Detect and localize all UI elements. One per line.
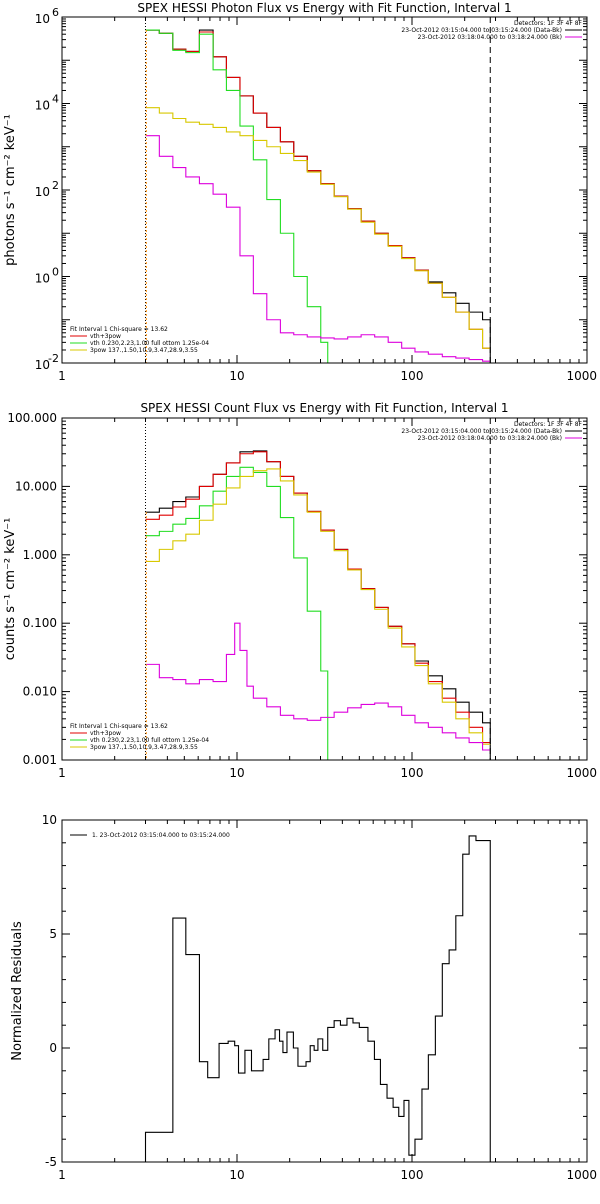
y-axis-label: counts s⁻¹ cm⁻² keV⁻¹ [3,518,18,661]
legend-entry: 23-Oct-2012 03:18:04.000 to 03:18:24.000… [418,435,562,442]
y-axis-label: Normalized Residuals [10,921,25,1061]
legend-entry: 23-Oct-2012 03:15:04.000 to 03:15:24.000… [401,428,562,435]
series-line-magenta [145,135,491,362]
series-line-black [144,835,491,1162]
x-tick-label: 10 [229,1168,244,1182]
y-tick-label: 0.001 [23,753,57,767]
series-line-black [145,450,491,760]
x-tick-label: 10 [229,766,244,780]
x-tick-label: 1000 [566,1168,597,1182]
plot-frame [61,417,588,761]
y-tick-label: 10.000 [15,479,57,493]
y-tick-label: 0.100 [23,616,57,630]
x-tick-label: 10 [229,369,244,383]
series-line-magenta [145,622,491,751]
legend-entry: 3pow 137.,1.50,10.9,3.47,28.9,3.55 [90,744,198,751]
y-tick-exponent: 2 [52,179,59,192]
legend-left: Fit Interval 1 Chi-square = 13.62vth+3po… [70,326,209,354]
legend-entry: 23-Oct-2012 03:15:04.000 to 03:15:24.000… [401,27,562,34]
x-tick-label: 100 [401,369,424,383]
legend-left: Fit Interval 1 Chi-square = 13.62vth+3po… [70,723,209,751]
legend-entry: 23-Oct-2012 03:18:04.000 to 03:18:24.000… [418,34,562,41]
y-tick-exponent: -2 [48,352,59,365]
chart-title: SPEX HESSI Photon Flux vs Energy with Fi… [137,1,511,15]
series-line-green [145,29,329,363]
series-line-red [145,29,491,349]
legend-entry: 3pow 137.,1.50,10.9,3.47,28.9,3.55 [90,347,198,354]
legend-header: Detectors: 1F 3F 4F 8F [514,421,583,428]
y-tick-label: 5 [49,927,57,941]
series-line-green [145,466,329,760]
x-tick-label: 1000 [566,766,597,780]
y-tick-label: 10 [35,99,50,113]
x-tick-label: 100 [401,1168,424,1182]
chart-panel-2: SPEX HESSI Count Flux vs Energy with Fit… [3,401,597,780]
chart-panel-3: 1 10 100 1000 -5 0 5 10 Normalized Residuals 1. 2… [10,813,597,1182]
legend-entry: 1. 23-Oct-2012 03:15:04.000 to 03:15:24.… [92,832,230,839]
y-tick-exponent: 4 [52,93,59,106]
x-tick-label: 1 [58,369,66,383]
x-tick-label: 100 [401,766,424,780]
plot-frame [61,16,588,364]
x-tick-label: 1 [58,1168,66,1182]
y-tick-label: 10 [35,185,50,199]
y-tick-exponent: 0 [52,266,59,279]
y-tick-label: 10 [35,12,50,26]
chart-title: SPEX HESSI Count Flux vs Energy with Fit… [140,401,508,415]
plot-frame [61,819,588,1163]
y-axis-label: photons s⁻¹ cm⁻² keV⁻¹ [3,114,18,266]
legend-entry: vth 0.230,2.23,1.00 full ottom 1.25e-04 [90,737,209,744]
y-tick-label: -5 [45,1155,57,1169]
series-line-yellow [145,468,491,745]
legend-header: Detectors: 1F 3F 4F 8F [514,20,583,27]
legend-entry: vth+3pow [90,730,121,737]
y-tick-label: 10 [35,358,50,372]
series-line-black [145,29,491,363]
legend-header: Fit Interval 1 Chi-square = 13.62 [70,326,168,333]
y-tick-exponent: 6 [52,6,59,19]
y-tick-label: 0 [49,1041,57,1055]
y-tick-label: 1.000 [23,548,57,562]
chart-panel-1: SPEX HESSI Photon Flux vs Energy with Fi… [3,1,597,383]
y-tick-label: 10 [35,272,50,286]
x-tick-label: 1000 [566,369,597,383]
y-tick-label: 10 [42,813,57,827]
legend-left: 1. 23-Oct-2012 03:15:04.000 to 03:15:24.… [70,832,230,839]
legend-header: Fit Interval 1 Chi-square = 13.62 [70,723,168,730]
x-tick-label: 1 [58,766,66,780]
y-tick-label: 100.000 [7,411,57,425]
series-line-red [145,451,491,744]
legend-entry: vth 0.230,2.23,1.00 full ottom 1.25e-04 [90,340,209,347]
series-line-yellow [145,107,491,349]
y-tick-label: 0.010 [23,685,57,699]
legend-entry: vth+3pow [90,333,121,340]
